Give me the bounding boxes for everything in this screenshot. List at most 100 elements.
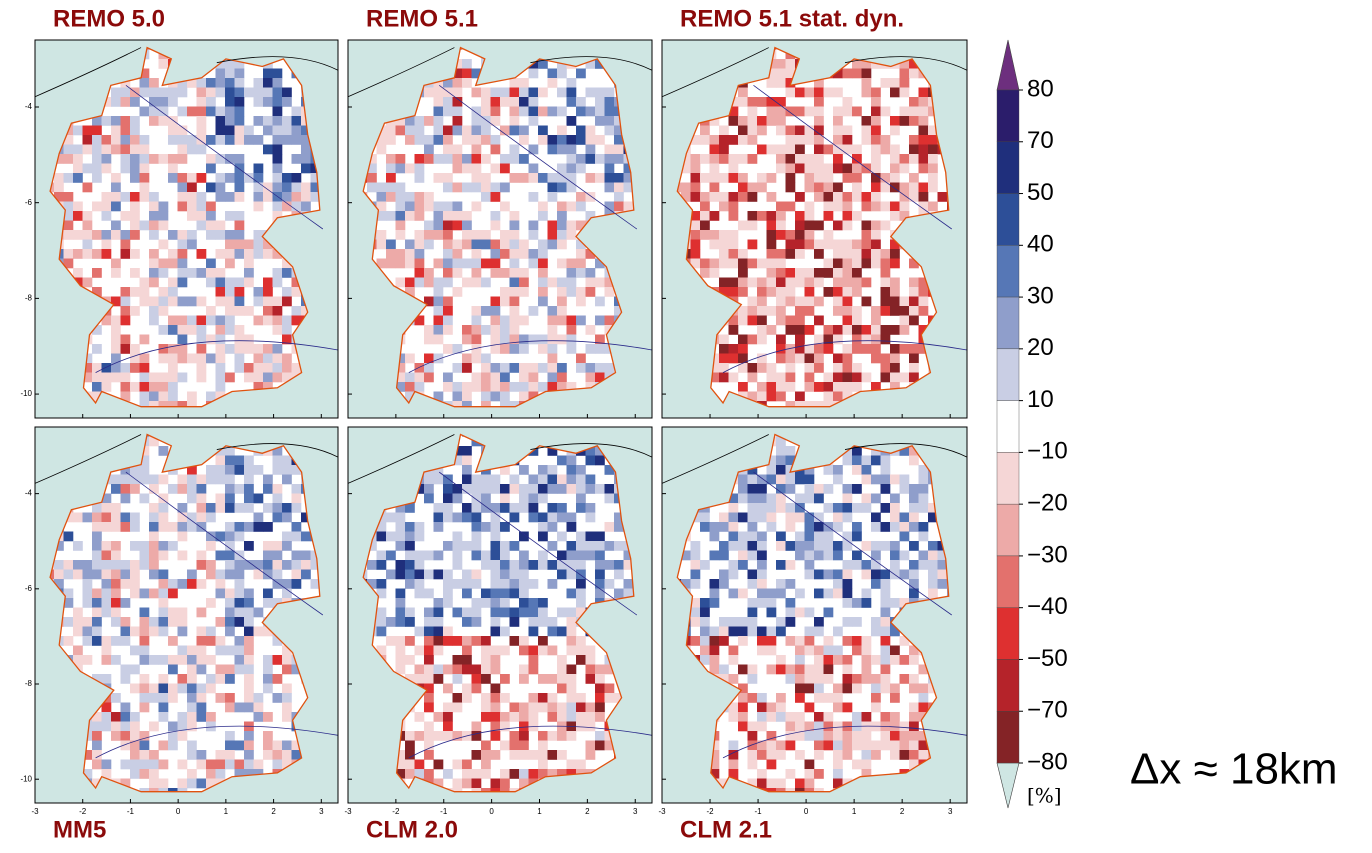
map-cell	[434, 646, 444, 656]
map-cell	[102, 249, 112, 259]
map-cell	[757, 306, 767, 316]
map-cell	[710, 183, 720, 193]
map-cell	[424, 145, 434, 155]
map-cell	[244, 503, 254, 513]
map-cell	[519, 249, 529, 259]
map-cell	[159, 522, 169, 532]
map-cell	[462, 240, 472, 250]
map-cell	[833, 392, 843, 402]
map-cell	[121, 164, 131, 174]
map-cell	[462, 579, 472, 589]
map-cell	[73, 617, 83, 627]
map-cell	[586, 532, 596, 542]
map-cell	[282, 126, 292, 136]
map-cell	[548, 579, 558, 589]
map-cell	[92, 268, 102, 278]
y-tick-label: -10	[20, 774, 32, 783]
map-cell	[700, 608, 710, 618]
map-cell	[567, 116, 577, 126]
map-cell	[757, 259, 767, 269]
map-cell	[805, 297, 815, 307]
map-cell	[472, 769, 482, 779]
map-cell	[833, 551, 843, 561]
map-cell	[235, 297, 245, 307]
map-cell	[187, 494, 197, 504]
map-cell	[149, 382, 159, 392]
map-cell	[700, 646, 710, 656]
map-cell	[197, 373, 207, 383]
map-cell	[73, 268, 83, 278]
map-cell	[225, 192, 235, 202]
map-cell	[168, 741, 178, 751]
map-cell	[881, 465, 891, 475]
map-cell	[748, 627, 758, 637]
map-cell	[824, 287, 834, 297]
map-cell	[909, 655, 919, 665]
map-cell	[301, 183, 311, 193]
map-cell	[567, 259, 577, 269]
map-cell	[500, 589, 510, 599]
map-cell	[871, 230, 881, 240]
map-cell	[434, 325, 444, 335]
map-cell	[938, 192, 948, 202]
map-cell	[767, 278, 777, 288]
map-cell	[567, 475, 577, 485]
map-cell	[187, 655, 197, 665]
map-cell	[225, 693, 235, 703]
map-cell	[481, 769, 491, 779]
map-cell	[481, 551, 491, 561]
map-cell	[576, 164, 586, 174]
map-cell	[121, 116, 131, 126]
map-cell	[263, 344, 273, 354]
map-cell	[491, 570, 501, 580]
map-cell	[111, 560, 121, 570]
map-cell	[225, 287, 235, 297]
map-cell	[64, 249, 74, 259]
map-cell	[719, 617, 729, 627]
map-cell	[919, 287, 929, 297]
map-cell	[168, 278, 178, 288]
map-cell	[254, 164, 264, 174]
map-cell	[538, 513, 548, 523]
map-cell	[462, 392, 472, 402]
map-cell	[624, 579, 634, 589]
map-cell	[900, 325, 910, 335]
map-cell	[700, 211, 710, 221]
map-cell	[206, 655, 216, 665]
map-cell	[557, 570, 567, 580]
map-cell	[786, 722, 796, 732]
map-cell	[282, 513, 292, 523]
map-cell	[548, 335, 558, 345]
map-cell	[472, 173, 482, 183]
map-cell	[159, 97, 169, 107]
map-cell	[557, 665, 567, 675]
map-cell	[548, 306, 558, 316]
map-cell	[54, 570, 64, 580]
map-cell	[805, 560, 815, 570]
map-cell	[292, 532, 302, 542]
map-cell	[871, 522, 881, 532]
map-cell	[187, 145, 197, 155]
map-cell	[472, 335, 482, 345]
map-cell	[548, 465, 558, 475]
map-cell	[443, 211, 453, 221]
map-cell	[795, 636, 805, 646]
map-cell	[843, 484, 853, 494]
map-cell	[567, 78, 577, 88]
map-cell	[415, 570, 425, 580]
map-cell	[900, 373, 910, 383]
map-cell	[102, 579, 112, 589]
map-cell	[292, 579, 302, 589]
map-cell	[491, 316, 501, 326]
map-cell	[491, 135, 501, 145]
map-cell	[254, 560, 264, 570]
map-cell	[121, 722, 131, 732]
map-cell	[187, 297, 197, 307]
map-cell	[519, 465, 529, 475]
map-cell	[729, 354, 739, 364]
map-cell	[102, 589, 112, 599]
map-cell	[415, 665, 425, 675]
map-cell	[273, 750, 283, 760]
map-cell	[453, 494, 463, 504]
map-cell	[424, 750, 434, 760]
